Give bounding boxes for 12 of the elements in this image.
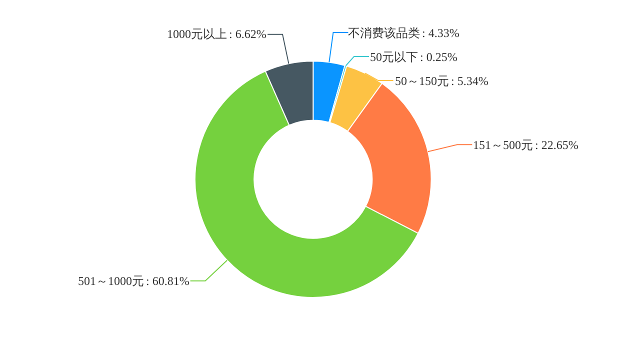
slice-label: 50～150元 bbox=[395, 74, 449, 88]
data-label: : 22.65% bbox=[535, 138, 578, 152]
slice-label: 151～500元 bbox=[473, 138, 533, 152]
data-label: : 60.81% bbox=[146, 274, 190, 288]
data-label: : 0.25% bbox=[420, 50, 458, 64]
data-label: : 6.62% bbox=[229, 27, 266, 41]
slice-label: 1000元以上 bbox=[167, 27, 227, 41]
data-label: : 5.34% bbox=[451, 74, 488, 88]
data-label: : 4.33% bbox=[422, 26, 460, 40]
slice-label: 50元以下 bbox=[370, 50, 418, 64]
slice-label: 不消费该品类 bbox=[348, 26, 420, 40]
slice-label: 501～1000元 bbox=[78, 274, 144, 288]
